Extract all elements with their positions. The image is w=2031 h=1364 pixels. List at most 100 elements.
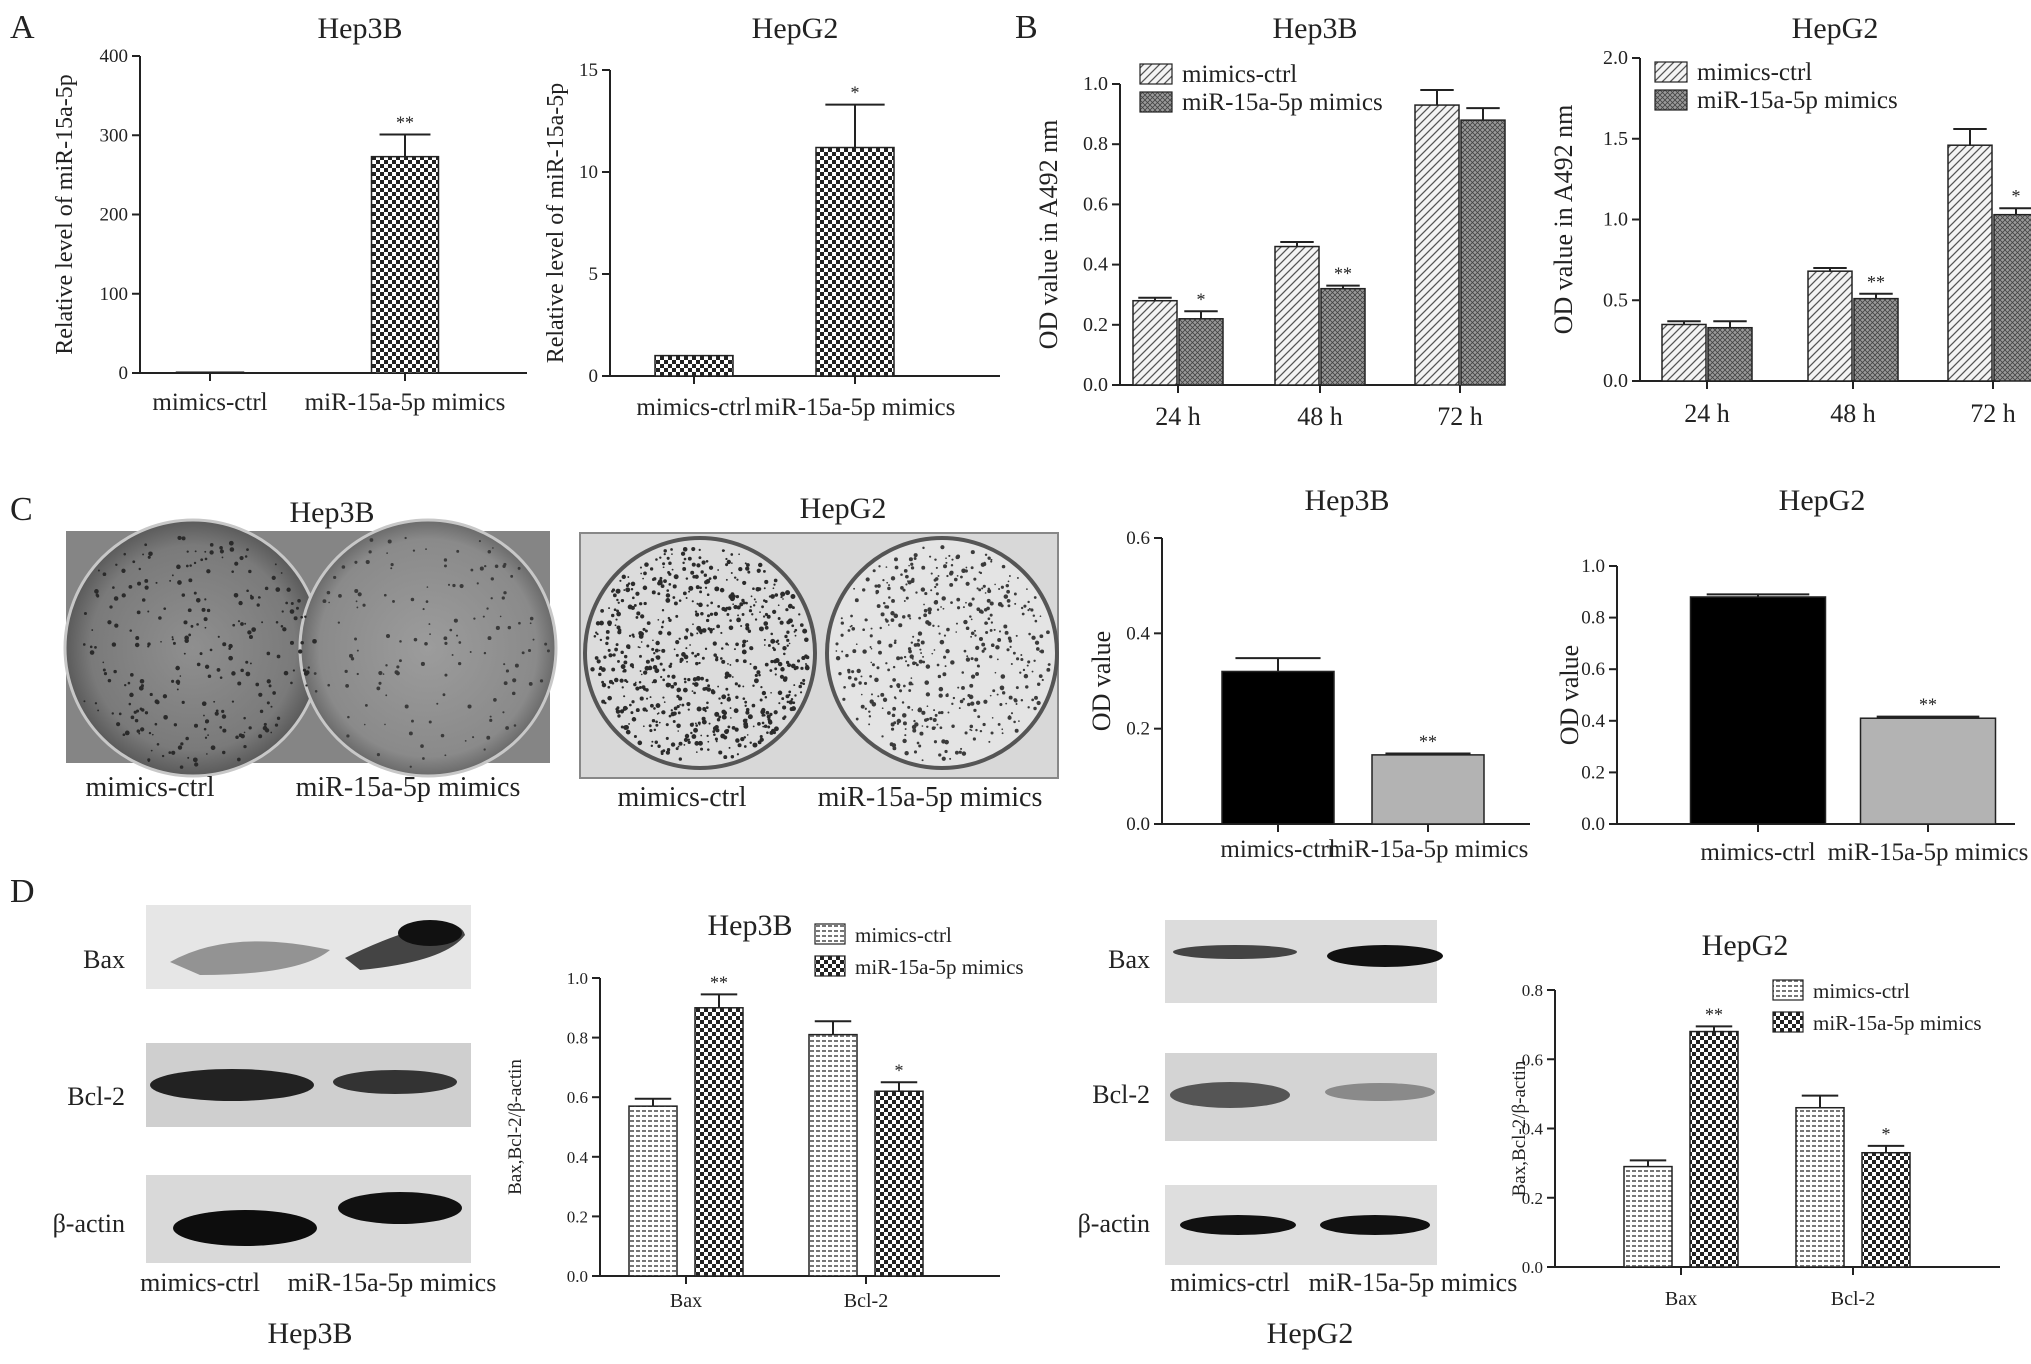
colony-dot — [615, 643, 619, 647]
colony-dot — [688, 590, 691, 593]
colony-dot — [990, 731, 994, 735]
colony-dot — [469, 651, 472, 653]
colony-dot — [868, 715, 872, 718]
colony-dot — [442, 693, 446, 697]
colony-dot — [763, 638, 766, 641]
colony-dot — [155, 581, 158, 584]
colony-dot — [616, 706, 620, 710]
colony-dot — [546, 649, 550, 653]
significance-label: * — [851, 83, 860, 103]
colony-dot — [1026, 588, 1028, 591]
colony-dot — [672, 596, 676, 599]
colony-dot — [786, 638, 790, 642]
colony-dish-hep3b-ctrl — [63, 518, 323, 778]
colony-dot — [675, 653, 679, 657]
colony-dot — [103, 672, 108, 676]
y-tick-label: 0.4 — [567, 1148, 589, 1167]
chart-d2-hepg2-bax-bcl2: HepG20.00.20.40.60.8Bax,Bcl-2/β-actinBax… — [1509, 929, 2000, 1310]
colony-dot — [594, 656, 599, 660]
colony-dot — [261, 621, 264, 624]
colony-dot — [240, 733, 245, 739]
colony-dot — [943, 655, 947, 659]
colony-dot — [616, 625, 621, 630]
colony-dot — [222, 728, 227, 733]
y-tick-label: 0.6 — [1083, 193, 1108, 215]
colony-dot — [221, 709, 225, 713]
colony-dot — [662, 668, 666, 672]
colony-dot — [749, 605, 752, 608]
colony-dot — [206, 569, 211, 574]
colony-dot — [725, 642, 729, 646]
colony-dot — [742, 685, 745, 688]
colony-dot — [835, 650, 838, 652]
colony-dot — [969, 724, 974, 729]
colony-dot — [794, 634, 797, 637]
colony-dot — [759, 698, 763, 702]
colony-dot — [1039, 634, 1044, 639]
legend-swatch — [814, 923, 846, 945]
blot-hepg2-band-bcl2-2 — [1325, 1083, 1435, 1101]
colony-dot — [237, 757, 241, 762]
chart-title: HepG2 — [1792, 12, 1879, 45]
colony-dot — [231, 671, 236, 676]
colony-dot — [793, 684, 796, 687]
panel-letter-d: D — [10, 873, 35, 910]
y-tick-label: 0 — [119, 363, 129, 384]
colony-dot — [503, 591, 507, 595]
colony-dot — [842, 697, 846, 701]
bar — [1859, 717, 1997, 825]
colony-dot — [757, 740, 760, 743]
colony-dot — [200, 558, 204, 562]
colony-dot — [983, 647, 987, 651]
colony-dot — [244, 555, 248, 558]
colony-dot — [863, 681, 868, 685]
colony-dot — [670, 709, 673, 712]
colony-dot — [144, 585, 149, 590]
colony-dot — [880, 692, 885, 697]
colony-dot — [876, 666, 880, 670]
colony-dot — [995, 645, 1000, 650]
colony-dot — [912, 728, 917, 733]
colony-dot — [1033, 659, 1036, 662]
colony-dot — [938, 693, 943, 698]
colony-dot — [805, 664, 809, 668]
colony-dot — [802, 628, 808, 634]
colony-dot — [746, 734, 749, 736]
colony-dot — [619, 709, 625, 714]
colony-dot — [138, 732, 141, 735]
colony-dot — [300, 615, 304, 619]
colony-dot — [112, 586, 115, 589]
colony-dot — [704, 586, 708, 589]
colony-dot — [710, 689, 715, 693]
colony-dot — [172, 641, 176, 645]
colony-dot — [764, 612, 769, 617]
colony-dot — [632, 635, 635, 638]
colony-dot — [1008, 639, 1013, 643]
colony-dot — [382, 673, 385, 675]
colony-dot — [780, 667, 785, 672]
colony-dot — [986, 598, 991, 603]
colony-dot — [633, 734, 637, 738]
colony-dot — [408, 731, 413, 736]
colony-dot — [974, 657, 979, 662]
colony-dot — [204, 550, 207, 553]
colony-dot — [920, 652, 923, 654]
colony-dot — [1023, 673, 1029, 679]
colony-dot — [918, 616, 921, 620]
colony-dot — [127, 681, 131, 685]
colony-dot — [404, 536, 407, 540]
colony-dot — [696, 676, 699, 679]
colony-dot — [659, 662, 663, 666]
colony-dot — [891, 599, 895, 603]
colony-dot — [102, 572, 107, 577]
colony-dot — [237, 620, 241, 623]
colony-dot — [898, 623, 903, 628]
colony-dot — [215, 709, 219, 713]
bar — [628, 1105, 678, 1277]
colony-dot — [639, 566, 642, 569]
colony-dot — [627, 604, 633, 610]
colony-dot — [637, 646, 640, 648]
colony-dot — [256, 603, 260, 607]
colony-dot — [1001, 564, 1006, 569]
colony-dot — [625, 587, 631, 593]
